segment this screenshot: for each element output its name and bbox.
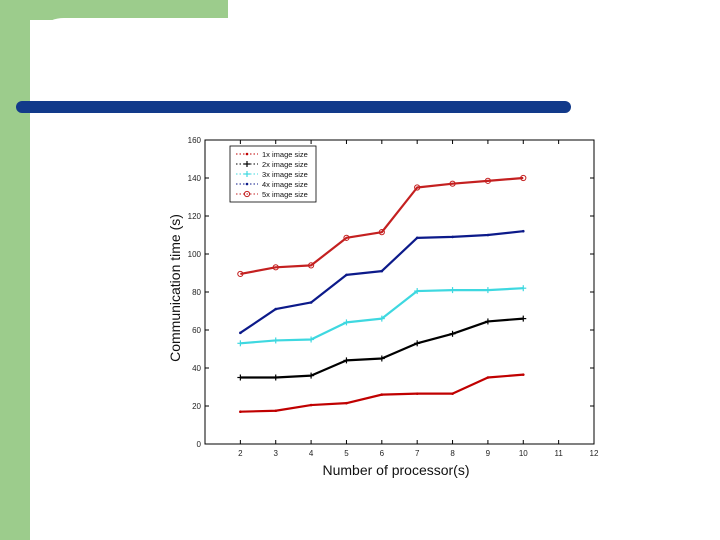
series-4-point-4 xyxy=(380,269,384,273)
series-5-point-4 xyxy=(378,229,385,236)
communication-time-chart: 0 20 40 60 80 100 120 140 160 2 3 4 5 6 7 8 9 10 11 12 1x i… xyxy=(167,136,599,478)
y-tick-label-6: 120 xyxy=(188,212,202,221)
legend-entry-3: 3x image size xyxy=(236,170,308,179)
series-5-point-2 xyxy=(307,262,315,269)
y-tick-label-3: 60 xyxy=(192,326,201,335)
series-4-point-8 xyxy=(521,229,525,233)
series-1-point-2 xyxy=(309,403,313,407)
series-2-point-2 xyxy=(308,372,315,379)
green-header-strip xyxy=(0,0,228,20)
series-4-point-7 xyxy=(486,233,490,237)
x-tick-label-7: 9 xyxy=(486,449,491,458)
series-2-point-0 xyxy=(237,374,244,381)
title-bar xyxy=(16,101,571,113)
series-1-point-4 xyxy=(380,393,384,396)
series-2-point-7 xyxy=(484,318,491,325)
series-5-point-1 xyxy=(272,264,279,271)
legend-label-3: 3x image size xyxy=(262,170,308,179)
series-2-point-4 xyxy=(378,355,385,362)
y-tick-label-8: 160 xyxy=(188,136,202,145)
legend-marker-3 xyxy=(244,171,250,177)
series-5-point-5 xyxy=(414,184,421,191)
series-2-point-5 xyxy=(414,340,421,347)
legend-entry-4: 4x image size xyxy=(236,180,308,189)
series-5-point-7 xyxy=(484,177,492,184)
series-3-point-6 xyxy=(449,287,456,294)
legend-entry-5: 5x image size xyxy=(236,190,308,199)
series-1 xyxy=(239,373,525,414)
series-5-point-6 xyxy=(449,180,456,187)
series-2 xyxy=(237,315,527,381)
series-5-point-0 xyxy=(237,270,244,278)
legend-entry-1: 1x image size xyxy=(236,150,308,159)
y-tick-label-5: 100 xyxy=(188,250,202,259)
series-4-point-5 xyxy=(415,236,419,240)
x-tick-label-2: 4 xyxy=(309,449,314,458)
chart-ticks: 0 20 40 60 80 100 120 140 160 2 3 4 5 6 7 8 9 10 11 12 xyxy=(188,136,599,458)
legend-label-2: 2x image size xyxy=(262,160,308,169)
x-tick-label-9: 11 xyxy=(554,449,563,458)
legend-label-1: 1x image size xyxy=(262,150,308,159)
y-tick-label-1: 20 xyxy=(192,402,201,411)
series-5-line xyxy=(240,176,524,276)
series-4-point-2 xyxy=(309,301,313,304)
series-2-point-1 xyxy=(272,374,279,381)
series-1-point-1 xyxy=(274,409,278,413)
series-4-point-6 xyxy=(451,235,454,239)
series-5-point-3 xyxy=(343,234,350,241)
series-2-point-8 xyxy=(520,315,527,322)
legend-marker-2 xyxy=(244,161,250,167)
series-3-point-8 xyxy=(520,285,527,292)
x-tick-label-3: 5 xyxy=(344,449,349,458)
y-tick-label-7: 140 xyxy=(188,174,202,183)
x-tick-label-6: 8 xyxy=(450,449,455,458)
series-3-point-0 xyxy=(237,340,244,347)
y-tick-label-4: 80 xyxy=(192,288,201,297)
legend-entry-2: 2x image size xyxy=(236,160,308,169)
series-4 xyxy=(239,229,525,335)
x-axis-label: Number of processor(s) xyxy=(322,462,469,478)
series-3 xyxy=(237,285,527,347)
x-tick-label-0: 2 xyxy=(238,449,243,458)
series-2-point-6 xyxy=(449,330,456,337)
x-tick-label-1: 3 xyxy=(274,449,279,458)
y-axis-label: Communication time (s) xyxy=(167,214,183,362)
y-tick-label-2: 40 xyxy=(192,364,201,373)
series-5 xyxy=(237,174,527,278)
series-3-point-7 xyxy=(484,287,491,294)
series-3-point-4 xyxy=(378,315,385,322)
series-1-line xyxy=(240,373,524,413)
legend-marker-5 xyxy=(243,190,251,198)
series-1-point-6 xyxy=(451,392,454,395)
series-3-point-3 xyxy=(343,319,350,326)
legend-label-4: 4x image size xyxy=(262,180,308,189)
series-4-point-0 xyxy=(239,331,242,335)
x-tick-label-8: 10 xyxy=(519,449,528,458)
series-1-point-3 xyxy=(345,401,348,405)
legend-label-5: 5x image size xyxy=(262,190,308,199)
y-tick-label-0: 0 xyxy=(197,440,202,449)
chart-plot-area xyxy=(237,174,527,414)
legend-marker-4 xyxy=(245,182,249,186)
series-4-point-1 xyxy=(274,307,278,311)
series-1-point-5 xyxy=(415,392,419,395)
x-tick-label-10: 12 xyxy=(590,449,599,458)
series-3-point-2 xyxy=(308,336,315,343)
series-3-point-5 xyxy=(414,288,421,295)
series-5-point-8 xyxy=(520,174,527,182)
x-tick-label-4: 6 xyxy=(380,449,385,458)
x-tick-label-5: 7 xyxy=(415,449,420,458)
series-2-point-3 xyxy=(343,357,350,364)
series-2-line xyxy=(240,317,524,379)
series-4-point-3 xyxy=(345,273,348,277)
series-3-point-1 xyxy=(272,337,279,344)
series-1-point-7 xyxy=(486,376,490,379)
series-1-point-8 xyxy=(521,373,525,376)
series-1-point-0 xyxy=(239,410,242,414)
legend-marker-1 xyxy=(245,152,249,156)
green-sidebar xyxy=(0,0,30,540)
